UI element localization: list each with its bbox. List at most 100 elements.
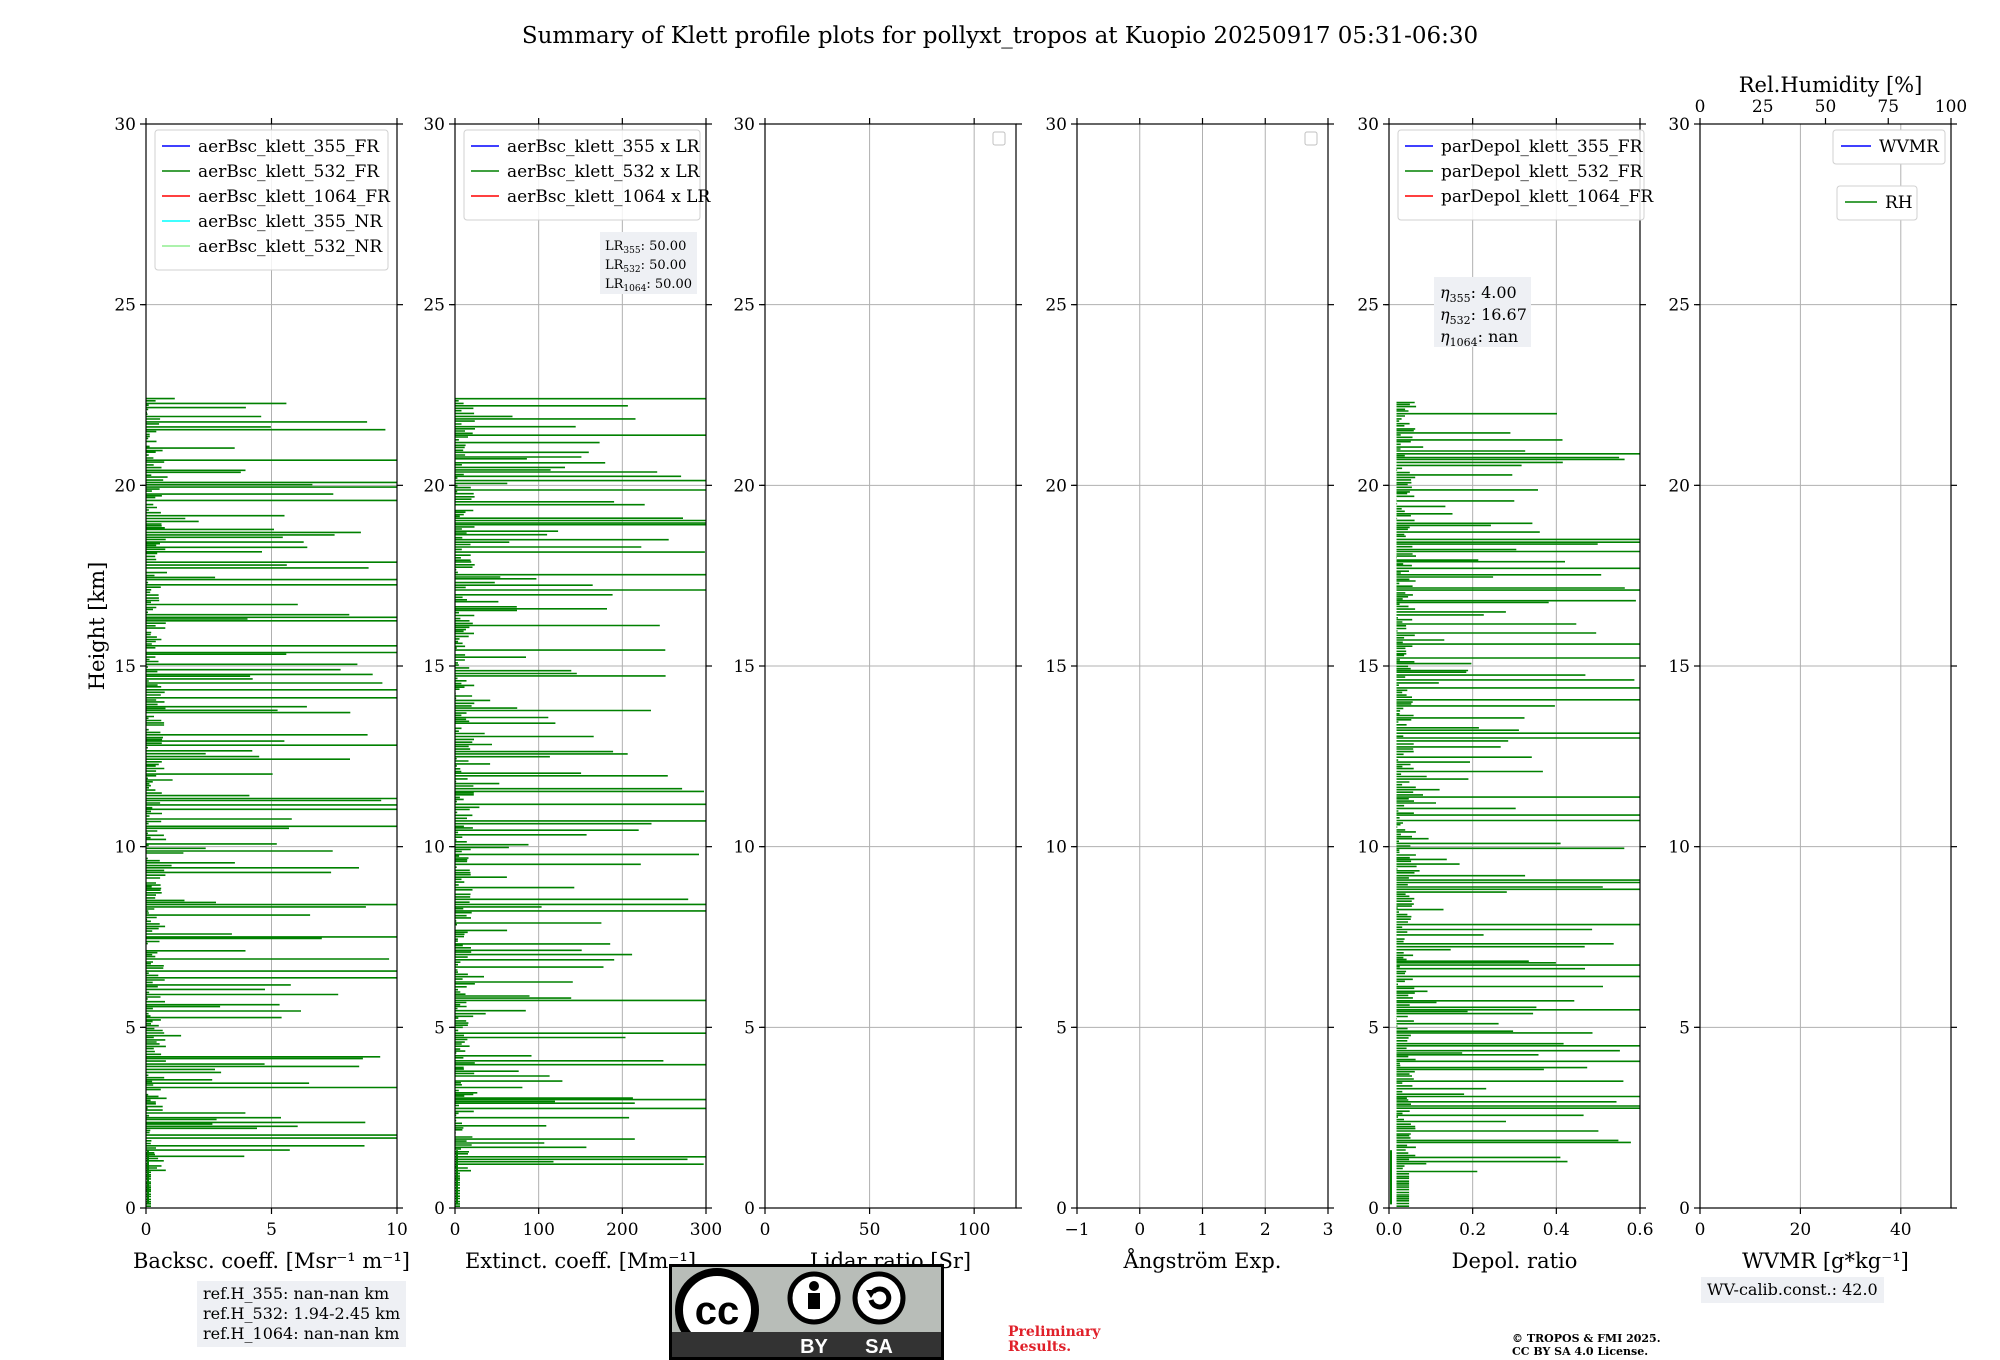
lr-prefix: LR (605, 258, 625, 273)
badge-bottom (672, 1332, 941, 1357)
y-tick-label: 25 (1045, 296, 1067, 316)
legend-label: WVMR (1879, 137, 1940, 157)
x-axis-label: WVMR [g*kg⁻¹] (1742, 1249, 1909, 1273)
eta-annotation-line: η532: 16.67 (1440, 305, 1527, 327)
y-tick-label: 0 (1368, 1199, 1379, 1219)
x-tick-label: 0.0 (1375, 1220, 1402, 1240)
y-tick-label: 20 (423, 476, 445, 496)
x-tick-label: 0 (1134, 1220, 1145, 1240)
x-tick-label: 1 (1197, 1220, 1208, 1240)
lr-value: : 50.00 (646, 277, 692, 292)
y-tick-label: 5 (1679, 1018, 1690, 1038)
y-tick-label: 10 (1357, 838, 1379, 858)
y-tick-label: 20 (1357, 476, 1379, 496)
legend-label: aerBsc_klett_532_NR (198, 237, 383, 257)
legend-box (463, 129, 701, 221)
y-tick-label: 5 (434, 1018, 445, 1038)
x-tick-label: 100 (522, 1220, 554, 1240)
x2-tick-label: 100 (1935, 97, 1967, 117)
x-tick-label: 200 (606, 1220, 638, 1240)
x-tick-label: 50 (859, 1220, 881, 1240)
prelim-line-1: Preliminary (1008, 1324, 1101, 1340)
lr-subscript: 532 (623, 265, 640, 275)
by-person-body (808, 1293, 820, 1309)
y-tick-label: 30 (1045, 115, 1067, 135)
panel-1: 0 5 10 15 20 25 30 0 5 10 Backsc. coeff. [Msr⁻¹ m⁻… (114, 115, 410, 1273)
eta-symbol: η (1440, 327, 1450, 346)
legend: WVMR RH (1832, 129, 1946, 221)
eta-annotation-line: η355: 4.00 (1440, 283, 1517, 305)
y-tick-label: 0 (1056, 1199, 1067, 1219)
lr-annotation-line: LR532: 50.00 (605, 258, 686, 275)
legend-label: parDepol_klett_1064_FR (1441, 187, 1654, 207)
y-tick-label: 30 (1357, 115, 1379, 135)
preliminary-note: Preliminary Results. (1008, 1325, 1100, 1355)
empty-legend-icon (992, 131, 1006, 146)
x-axis-label: Depol. ratio (1452, 1249, 1578, 1273)
legend-label: parDepol_klett_532_FR (1441, 162, 1644, 182)
y-tick-label: 15 (1045, 657, 1067, 677)
eta-annotation-line: η1064: nan (1440, 327, 1518, 349)
series-532-line (1396, 401, 1640, 1207)
empty-legend-icon (1304, 131, 1318, 146)
legend-box-wvmr (1832, 129, 1946, 165)
y-tick-label: 5 (1056, 1018, 1067, 1038)
x-axis-label: Extinct. coeff. [Mm⁻¹] (465, 1249, 696, 1273)
y-tick-label: 0 (1679, 1199, 1690, 1219)
x2-tick-label: 25 (1752, 97, 1774, 117)
lr-annotation-line: LR355: 50.00 (605, 239, 686, 256)
legend-label: parDepol_klett_355_FR (1441, 137, 1644, 157)
x-axis-label: Backsc. coeff. [Msr⁻¹ m⁻¹] (133, 1249, 410, 1273)
legend-label: aerBsc_klett_1064 x LR (507, 187, 711, 207)
y-tick-label: 15 (1668, 657, 1690, 677)
cc-by-sa-badge: cc BY SA (669, 1264, 944, 1360)
copyright-note: © TROPOS & FMI 2025. CC BY SA 4.0 License… (1512, 1332, 1661, 1358)
x-tick-label: 2 (1260, 1220, 1271, 1240)
cc-logo-text: cc (695, 1289, 740, 1333)
x2-tick-label: 75 (1877, 97, 1899, 117)
panel-5: 0 5 10 15 20 25 30 0.0 0.2 0.4 0.6 Depol. ratio parD… (1357, 115, 1654, 1273)
y-tick-label: 15 (423, 657, 445, 677)
legend-box-rh (1836, 185, 1918, 221)
eta-subscript: 532 (1450, 314, 1471, 327)
y-tick-label: 15 (114, 657, 136, 677)
y-tick-label: 0 (125, 1199, 136, 1219)
legend-box (154, 129, 389, 271)
annotation-box (600, 232, 697, 294)
legend: aerBsc_klett_355_FR aerBsc_klett_532_FRae… (154, 129, 391, 271)
y-tick-label: 30 (423, 115, 445, 135)
x-tick-label: 0.6 (1626, 1220, 1653, 1240)
y-tick-label: 30 (733, 115, 755, 135)
x-tick-label: 40 (1890, 1220, 1912, 1240)
copyright-line-2: CC BY SA 4.0 License. (1512, 1345, 1649, 1358)
wv-calib-box: WV-calib.const.: 42.0 (1701, 1277, 1884, 1303)
y-tick-label: 10 (1668, 838, 1690, 858)
legend-label: aerBsc_klett_355_NR (198, 212, 383, 232)
x2-tick-label: 0 (1695, 97, 1706, 117)
refh-1064: ref.H_1064: nan-nan km (203, 1324, 400, 1343)
legend-label: RH (1885, 193, 1913, 213)
lr-subscript: 1064 (623, 284, 646, 294)
legend-box (1397, 129, 1645, 221)
legend-label: aerBsc_klett_532 x LR (507, 162, 701, 182)
sa-share-icon (852, 1271, 906, 1325)
x-tick-label: 0 (760, 1220, 771, 1240)
by-person-head (809, 1281, 819, 1291)
y-tick-label: 20 (733, 476, 755, 496)
eta-symbol: η (1440, 283, 1450, 302)
x-tick-label: 20 (1790, 1220, 1812, 1240)
x-tick-label: 0.2 (1459, 1220, 1486, 1240)
y-tick-label: 30 (1668, 115, 1690, 135)
y-tick-label: 25 (1668, 296, 1690, 316)
y-tick-label: 5 (744, 1018, 755, 1038)
series-532-profile (1390, 401, 1640, 1207)
x-tick-label: 5 (266, 1220, 277, 1240)
legend-label: aerBsc_klett_1064_FR (198, 187, 391, 207)
legend-label: aerBsc_klett_355 x LR (507, 137, 701, 157)
x-tick-label: 10 (386, 1220, 408, 1240)
x-axis-label: Ångström Exp. (1123, 1248, 1282, 1273)
reference-height-box: ref.H_355: nan-nan km ref.H_532: 1.94-2.… (197, 1281, 407, 1347)
lr-prefix: LR (605, 277, 625, 292)
